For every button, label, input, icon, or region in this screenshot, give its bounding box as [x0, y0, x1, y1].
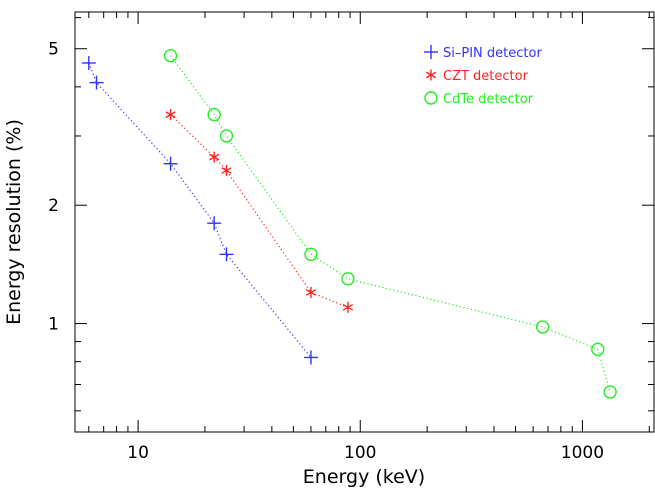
marker-stroke: [207, 107, 221, 122]
data-point: [165, 109, 176, 121]
data-point: [207, 107, 221, 122]
marker-stroke: [535, 320, 550, 334]
marker-stroke: [591, 342, 605, 357]
data-point: [342, 301, 354, 313]
data-point: [535, 320, 550, 334]
x-tick-label: 1000: [561, 443, 604, 463]
series-line: [170, 114, 349, 308]
legend-marker: [425, 69, 437, 81]
data-point: [89, 75, 104, 90]
series-line: [88, 62, 312, 358]
series-circle: [163, 49, 617, 399]
data-point: [209, 151, 220, 163]
data-point: [603, 385, 617, 399]
data-point: [304, 247, 318, 262]
data-point: [207, 216, 222, 231]
marker-stroke: [341, 272, 355, 286]
x-axis-minor-ticks: [88, 12, 650, 432]
marker-stroke: [603, 385, 617, 399]
x-axis-ticks: 10 100 1000: [127, 12, 604, 463]
y-tick-label: 1: [48, 315, 59, 335]
marker-stroke: [305, 289, 317, 296]
marker-stroke: [342, 303, 354, 311]
series-line: [170, 55, 611, 393]
data-point: [163, 49, 178, 63]
y-axis-ticks: 1 2 5: [48, 40, 654, 335]
data-point: [219, 129, 234, 143]
legend-entry-label: Si–PIN detector: [443, 46, 542, 61]
y-tick-label: 5: [48, 40, 59, 60]
data-point: [221, 165, 232, 177]
legend-entry-label: CZT detector: [443, 69, 529, 84]
data-point: [303, 350, 318, 365]
marker-stroke: [221, 167, 232, 174]
x-tick-label: 100: [344, 443, 376, 463]
legend-marker: [424, 45, 438, 59]
legend-entry-label: CdTe detector: [443, 92, 534, 107]
legend: Si–PIN detector CZT detector CdTe detector: [424, 45, 542, 107]
data-point: [163, 156, 178, 171]
x-axis-label: Energy (keV): [303, 466, 425, 488]
x-tick-label: 10: [127, 443, 149, 463]
series-layer: [81, 49, 617, 399]
marker-stroke: [304, 247, 318, 262]
marker-stroke: [163, 49, 178, 63]
data-point: [219, 247, 234, 262]
marker-stroke: [165, 111, 176, 118]
y-axis-minor-ticks: [75, 17, 654, 412]
data-point: [591, 342, 605, 357]
marker-stroke: [425, 71, 437, 79]
y-axis-label: Energy resolution (%): [3, 119, 25, 325]
data-point: [81, 55, 96, 70]
series-plus: [81, 55, 318, 365]
marker-stroke: [424, 91, 438, 105]
data-point: [305, 286, 317, 298]
plot-frame: [74, 11, 655, 433]
y-tick-label: 2: [48, 196, 59, 216]
marker-stroke: [209, 153, 220, 161]
data-point: [341, 272, 355, 286]
marker-stroke: [219, 129, 234, 143]
legend-marker: [424, 91, 438, 105]
series-asterisk: [165, 109, 354, 313]
